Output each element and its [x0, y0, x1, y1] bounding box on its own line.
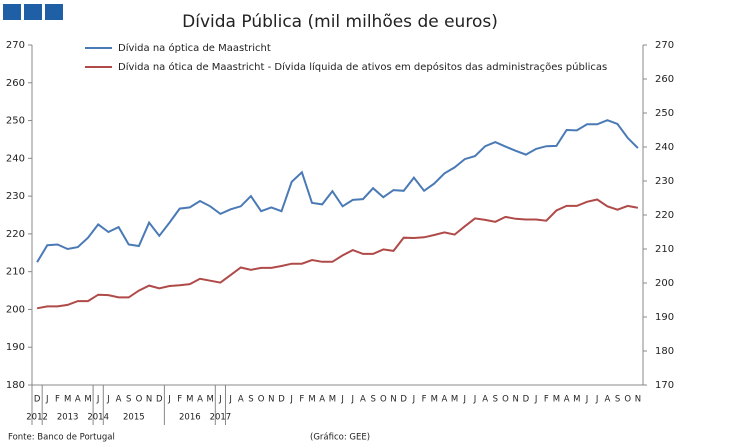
- x-tick-label: M: [64, 395, 71, 405]
- x-tick-label: A: [75, 395, 81, 405]
- x-tick-label: A: [360, 395, 366, 405]
- legend-label: Dívida na ótica de Maastricht - Dívida l…: [118, 61, 607, 73]
- y2-tick-label: 220: [655, 210, 674, 221]
- x-tick-label: N: [513, 395, 519, 405]
- year-label: 2014: [87, 413, 109, 423]
- x-tick-label: J: [45, 395, 49, 405]
- y2-tick-label: 170: [655, 380, 674, 391]
- year-label: 2017: [210, 413, 232, 423]
- x-tick-label: M: [553, 395, 560, 405]
- y-tick-label: 260: [6, 78, 25, 89]
- x-tick-label: N: [635, 395, 641, 405]
- x-tick-label: M: [308, 395, 315, 405]
- legend-label: Dívida na óptica de Maastricht: [118, 42, 271, 54]
- x-tick-label: J: [412, 395, 416, 405]
- x-tick-label: N: [268, 395, 274, 405]
- x-tick-label: D: [400, 395, 407, 405]
- y2-tick-label: 240: [655, 142, 674, 153]
- y2-tick-label: 180: [655, 346, 674, 357]
- x-tick-label: N: [390, 395, 396, 405]
- series-line: [36, 119, 639, 263]
- credit: (Gráfico: GEE): [310, 433, 370, 443]
- y-tick-label: 250: [6, 116, 25, 127]
- y-tick-label: 240: [6, 153, 25, 164]
- y2-tick-label: 190: [655, 312, 674, 323]
- x-tick-label: M: [573, 395, 580, 405]
- x-tick-label: S: [248, 395, 253, 405]
- x-tick-label: S: [370, 395, 375, 405]
- y-tick-label: 210: [6, 267, 25, 278]
- logo-square: [24, 4, 42, 20]
- x-tick-label: O: [136, 395, 143, 405]
- x-tick-label: D: [523, 395, 530, 405]
- x-tick-label: O: [502, 395, 509, 405]
- x-tick-label: M: [329, 395, 336, 405]
- x-tick-label: J: [473, 395, 477, 405]
- x-tick-label: D: [34, 395, 41, 405]
- x-tick-label: F: [422, 395, 427, 405]
- x-tick-label: J: [463, 395, 467, 405]
- x-tick-label: J: [106, 395, 110, 405]
- year-label: 2013: [57, 413, 79, 423]
- y2-tick-label: 200: [655, 278, 674, 289]
- x-tick-label: A: [238, 395, 244, 405]
- y2-tick-label: 210: [655, 244, 674, 255]
- x-tick-label: J: [351, 395, 355, 405]
- x-tick-label: S: [126, 395, 131, 405]
- y-tick-label: 190: [6, 342, 25, 353]
- x-tick-label: D: [156, 395, 163, 405]
- x-tick-label: F: [299, 395, 304, 405]
- x-tick-label: M: [186, 395, 193, 405]
- x-tick-label: J: [228, 395, 232, 405]
- x-tick-label: M: [84, 395, 91, 405]
- x-tick-label: J: [96, 395, 100, 405]
- year-label: 2015: [123, 413, 145, 423]
- x-tick-label: J: [585, 395, 589, 405]
- x-tick-label: M: [207, 395, 214, 405]
- x-tick-label: O: [258, 395, 265, 405]
- chart-title: Dívida Pública (mil milhões de euros): [182, 12, 498, 32]
- x-tick-label: A: [564, 395, 570, 405]
- source: Fonte: Banco de Portugal: [8, 433, 115, 443]
- y-tick-label: 270: [6, 40, 25, 51]
- x-tick-label: M: [451, 395, 458, 405]
- y-tick-label: 220: [6, 229, 25, 240]
- x-tick-label: A: [482, 395, 488, 405]
- series-line: [36, 198, 639, 310]
- x-tick-label: S: [493, 395, 498, 405]
- x-tick-label: J: [340, 395, 344, 405]
- y-tick-label: 200: [6, 304, 25, 315]
- y2-tick-label: 230: [655, 176, 674, 187]
- logo-square: [3, 4, 21, 20]
- y2-tick-label: 250: [655, 108, 674, 119]
- x-tick-label: N: [146, 395, 152, 405]
- x-tick-label: J: [289, 395, 293, 405]
- x-tick-label: A: [604, 395, 610, 405]
- x-tick-label: M: [431, 395, 438, 405]
- y2-tick-label: 270: [655, 40, 674, 51]
- x-tick-label: J: [167, 395, 171, 405]
- y-tick-label: 180: [6, 380, 25, 391]
- year-label: 2012: [26, 413, 48, 423]
- y2-tick-label: 260: [655, 74, 674, 85]
- x-tick-label: J: [218, 395, 222, 405]
- x-tick-label: S: [615, 395, 620, 405]
- x-tick-label: F: [55, 395, 60, 405]
- y-tick-label: 230: [6, 191, 25, 202]
- x-tick-label: J: [534, 395, 538, 405]
- x-tick-label: A: [319, 395, 325, 405]
- x-tick-label: F: [544, 395, 549, 405]
- year-label: 2016: [179, 413, 201, 423]
- x-tick-label: A: [197, 395, 203, 405]
- x-tick-label: A: [116, 395, 122, 405]
- logo-square: [45, 4, 63, 20]
- x-tick-label: J: [595, 395, 599, 405]
- x-tick-label: A: [442, 395, 448, 405]
- x-tick-label: O: [624, 395, 631, 405]
- x-tick-label: O: [380, 395, 387, 405]
- x-tick-label: D: [278, 395, 285, 405]
- x-tick-label: F: [177, 395, 182, 405]
